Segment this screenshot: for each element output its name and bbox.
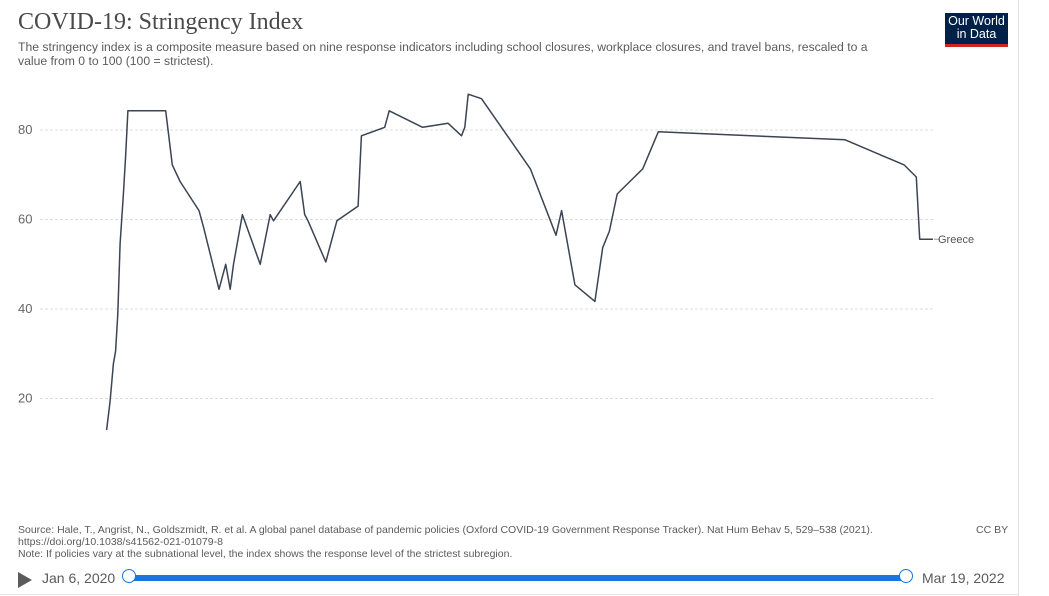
series-layer: Greece bbox=[40, 93, 974, 430]
timeline-start-label: Jan 6, 2020 bbox=[42, 570, 116, 586]
series-line-greece[interactable] bbox=[40, 93, 933, 430]
bottom-border bbox=[0, 594, 1018, 595]
source-text: Source: Hale, T., Angrist, N., Goldszmid… bbox=[18, 524, 873, 536]
series-label[interactable]: Greece bbox=[938, 234, 974, 246]
timeline-end-label: Mar 19, 2022 bbox=[922, 570, 1005, 586]
y-axis-ticks: 020406080 bbox=[18, 122, 32, 406]
logo-line1: Our World bbox=[948, 14, 1005, 28]
y-tick-label: 20 bbox=[18, 391, 32, 406]
timeline-start-handle[interactable] bbox=[122, 569, 136, 583]
y-tick-label: 60 bbox=[18, 212, 32, 227]
y-tick-label: 80 bbox=[18, 122, 32, 137]
grid-lines bbox=[40, 129, 933, 399]
note-text: Note: If policies vary at the subnationa… bbox=[18, 548, 513, 560]
license-link[interactable]: CC BY bbox=[976, 524, 1009, 536]
y-tick-label: 40 bbox=[18, 301, 32, 316]
timeline-track[interactable] bbox=[128, 575, 906, 581]
owid-logo[interactable]: Our World in Data bbox=[945, 13, 1008, 47]
timeline-slider[interactable]: Jan 6, 2020 Mar 19, 2022 bbox=[18, 568, 1018, 590]
doi-link[interactable]: https://doi.org/10.1038/s41562-021-01079… bbox=[18, 536, 223, 548]
chart-title: COVID-19: Stringency Index bbox=[18, 9, 304, 35]
logo-line2: in Data bbox=[956, 27, 997, 41]
timeline-end-handle[interactable] bbox=[899, 569, 913, 583]
chart-footer: Source: Hale, T., Angrist, N., Goldszmid… bbox=[18, 524, 918, 560]
chart-subtitle: The stringency index is a composite meas… bbox=[18, 40, 868, 68]
line-chart[interactable]: 020406080 Jan 6, 2020Apr 30, 2020Aug 8, … bbox=[0, 80, 1018, 430]
right-border bbox=[1018, 0, 1019, 596]
play-icon[interactable] bbox=[18, 572, 32, 588]
